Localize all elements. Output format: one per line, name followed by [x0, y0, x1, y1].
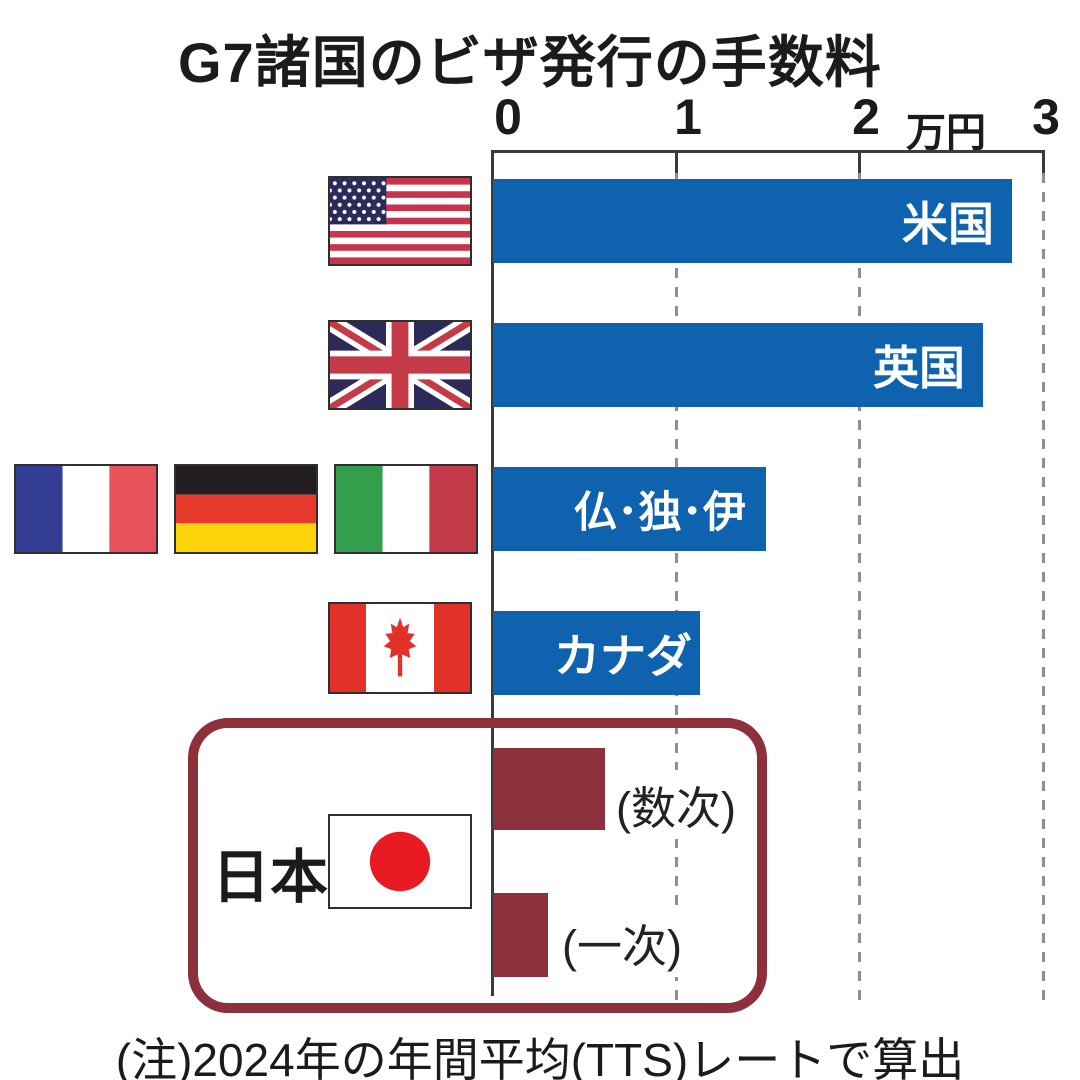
italy-flag	[334, 464, 478, 554]
x-axis-tickmark-2	[858, 150, 861, 173]
bar-japan-multiple-entry	[493, 748, 605, 830]
bar-france-germany-italy: 仏･独･伊	[493, 467, 766, 551]
bar-uk: 英国	[493, 323, 983, 407]
japan-label: 日本	[212, 845, 329, 910]
gridline-3	[1042, 173, 1045, 1007]
gridline-2	[858, 173, 861, 1007]
bar-label-japan-multiple-entry: (数次)	[612, 770, 740, 839]
chart-title: G7諸国のビザ発行の手数料	[178, 31, 882, 94]
bar-label-uk: 英国	[873, 342, 965, 394]
x-axis-unit-label: 万円	[906, 111, 986, 155]
bar-label-canada: カナダ	[554, 630, 692, 682]
x-axis-tickmark-3	[1042, 150, 1045, 173]
bar-usa: 米国	[493, 179, 1012, 263]
y-axis-line	[491, 150, 494, 996]
x-axis-line	[492, 150, 1045, 153]
france-flag	[14, 464, 158, 554]
uk-flag	[328, 320, 472, 410]
japan-flag	[328, 814, 472, 909]
usa-flag	[328, 176, 472, 266]
bar-japan-single-entry	[493, 893, 548, 977]
footnote: (注)2024年の年間平均(TTS)レートで算出	[115, 1034, 965, 1080]
bar-canada: カナダ	[493, 611, 700, 695]
japan-highlight-box	[188, 718, 767, 1013]
x-axis-tickmark-1	[675, 150, 678, 173]
bar-label-usa: 米国	[902, 198, 994, 250]
canada-flag	[328, 602, 472, 694]
x-tick-0: 0	[494, 89, 522, 145]
x-tick-1: 1	[674, 89, 702, 145]
bar-label-japan-single-entry: (一次)	[558, 908, 686, 977]
germany-flag	[174, 464, 318, 554]
bar-label-france-germany-italy: 仏･独･伊	[574, 489, 746, 537]
gridline-1	[675, 173, 678, 1007]
x-tick-3: 3	[1032, 89, 1060, 145]
x-tick-2: 2	[852, 89, 880, 145]
